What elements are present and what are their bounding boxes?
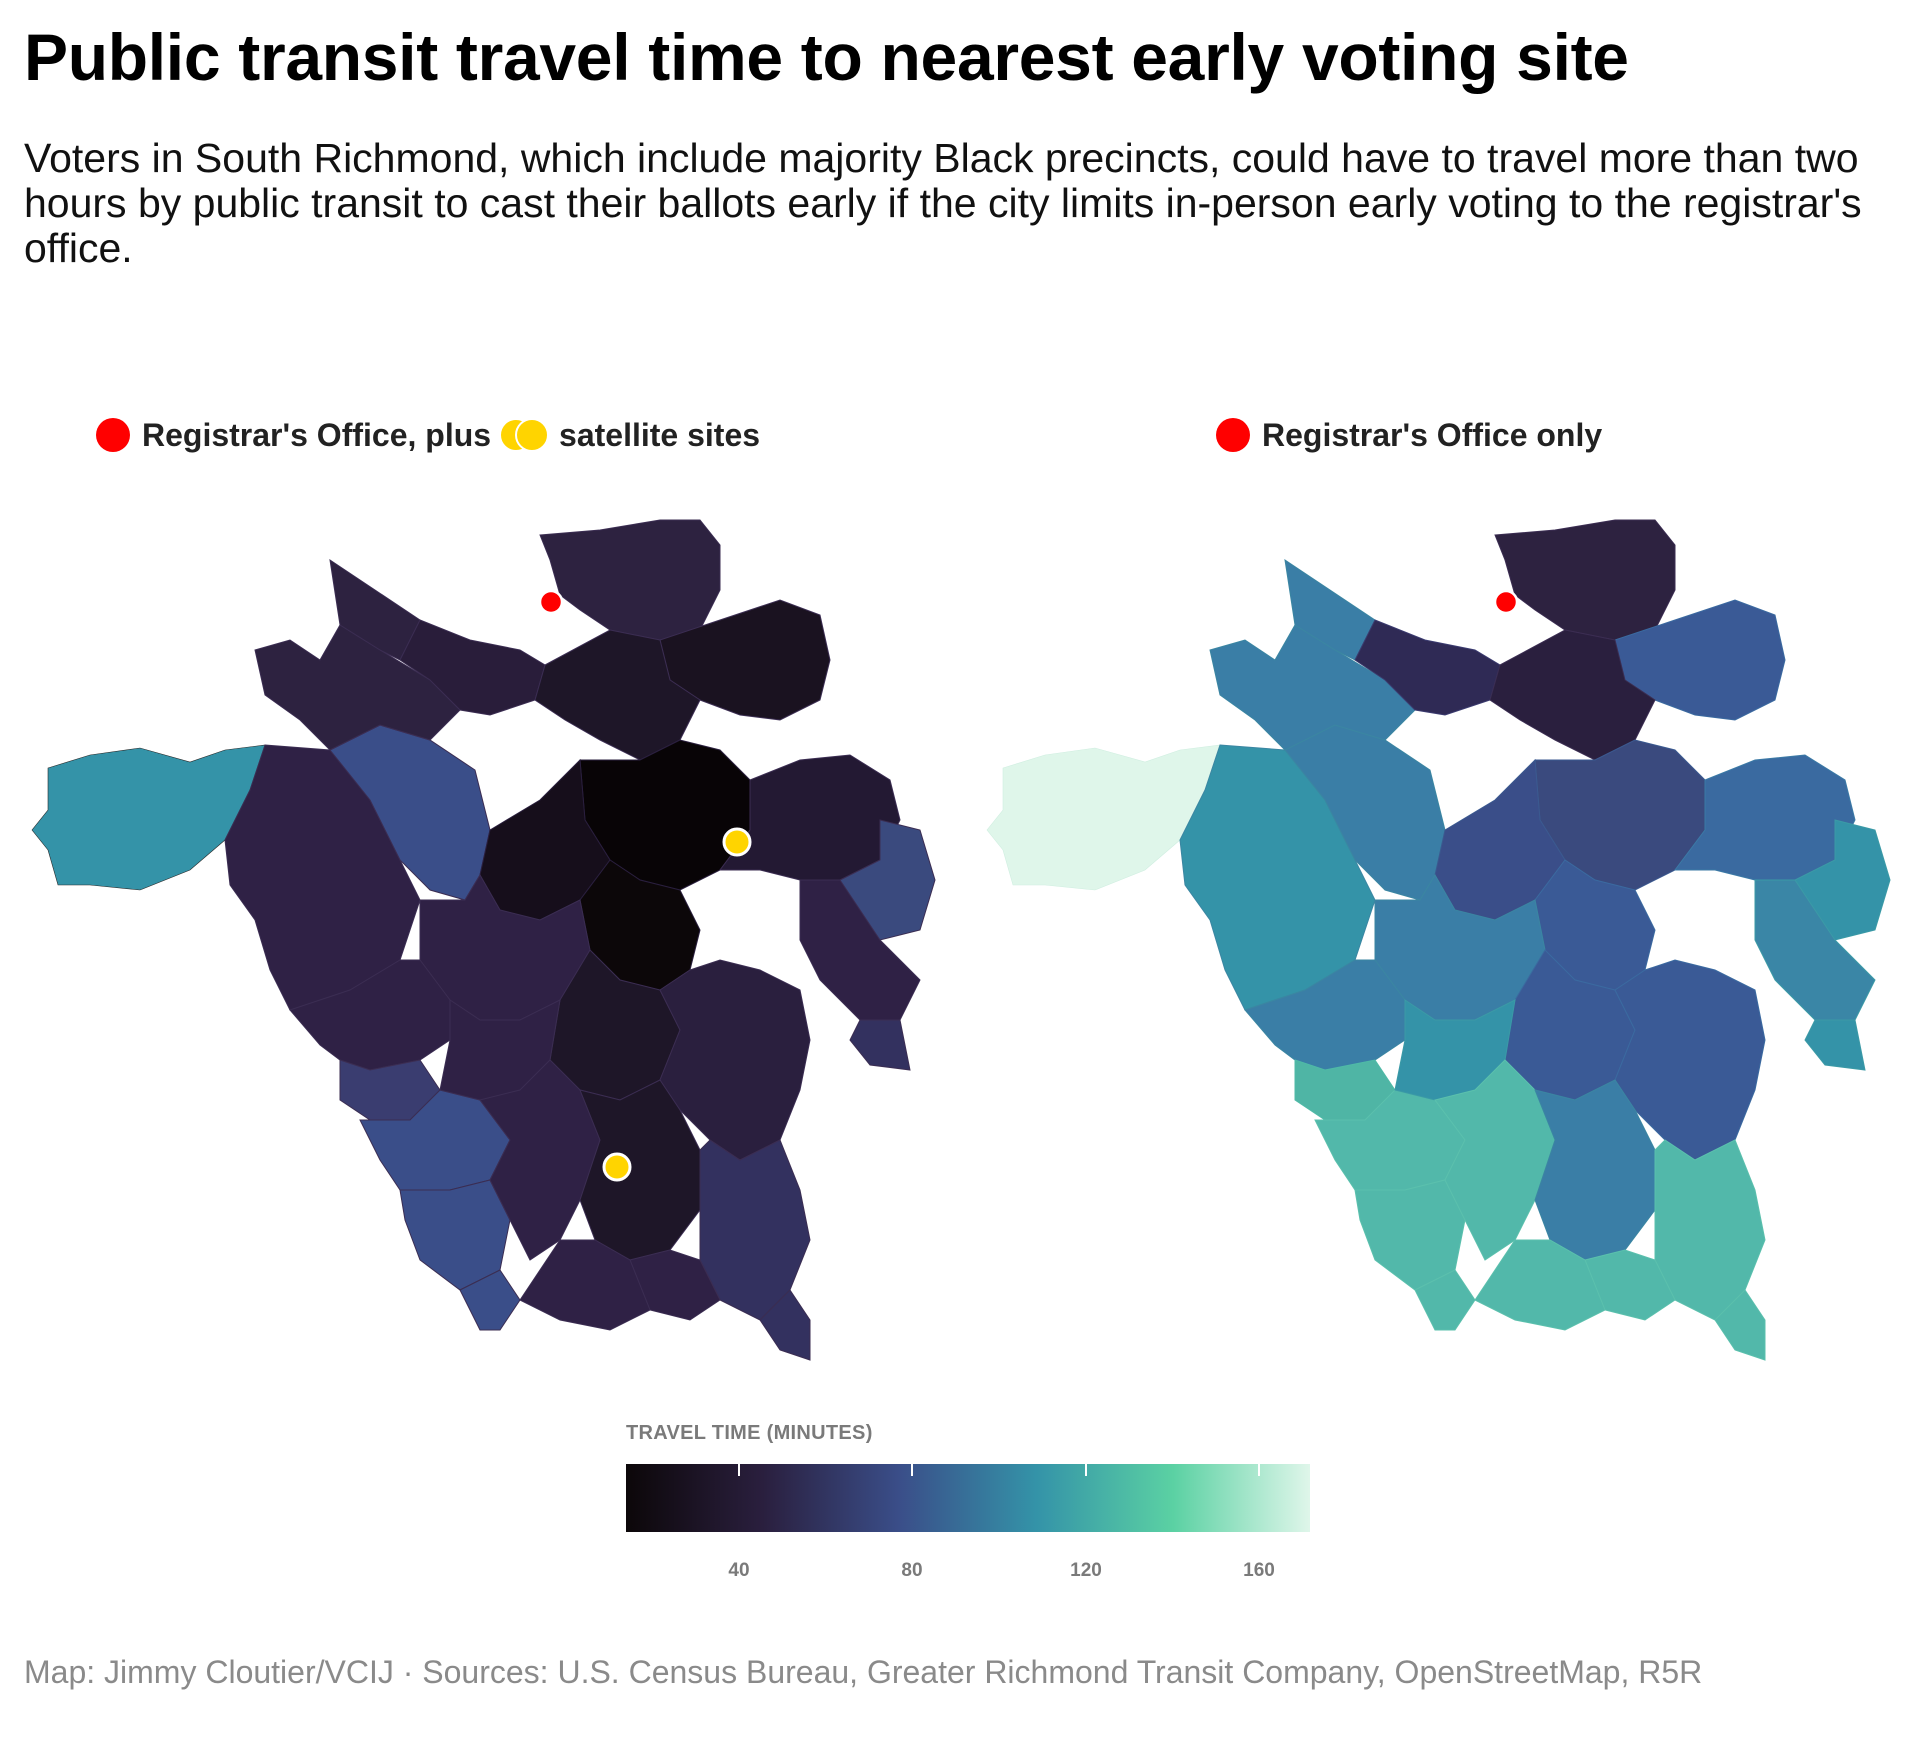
- legend-title: TRAVEL TIME (MINUTES): [626, 1422, 873, 1444]
- left-panel-label-before: Registrar's Office, plus: [142, 416, 492, 453]
- registrar-marker-icon: [96, 418, 130, 452]
- legend-tick: [911, 1464, 913, 1476]
- satellite-site-marker: [602, 1152, 632, 1182]
- left-panel-label-after: satellite sites: [559, 416, 761, 453]
- legend-tick-label: 120: [1070, 1560, 1102, 1581]
- satellite-markers-icon: [499, 417, 551, 453]
- left-choropleth-map: [31, 519, 936, 1361]
- legend-tick: [1085, 1464, 1087, 1476]
- satellite-marker-icon: [515, 418, 550, 452]
- map-title: Public transit travel time to nearest ea…: [24, 20, 1629, 94]
- registrar-office-marker: [538, 589, 564, 615]
- registrar-marker-icon: [1216, 418, 1250, 452]
- left-panel-legend: Registrar's Office, plus satellite sites: [96, 410, 760, 460]
- source-credits: Map: Jimmy Cloutier/VCIJ · Sources: U.S.…: [24, 1654, 1703, 1690]
- right-panel-legend: Registrar's Office only: [1216, 410, 1602, 460]
- legend-tick-label: 80: [901, 1560, 923, 1581]
- right-panel-label: Registrar's Office only: [1262, 416, 1603, 453]
- map-subtitle: Voters in South Richmond, which include …: [24, 135, 1862, 272]
- registrar-office-marker: [1493, 589, 1519, 615]
- legend-tick-label: 160: [1243, 1560, 1275, 1581]
- legend-tick-label: 40: [728, 1560, 750, 1581]
- legend-color-bar: [626, 1464, 1310, 1532]
- legend-tick: [738, 1464, 740, 1476]
- legend-tick: [1258, 1464, 1260, 1476]
- satellite-site-marker: [722, 827, 752, 857]
- right-choropleth-map: [986, 519, 1891, 1361]
